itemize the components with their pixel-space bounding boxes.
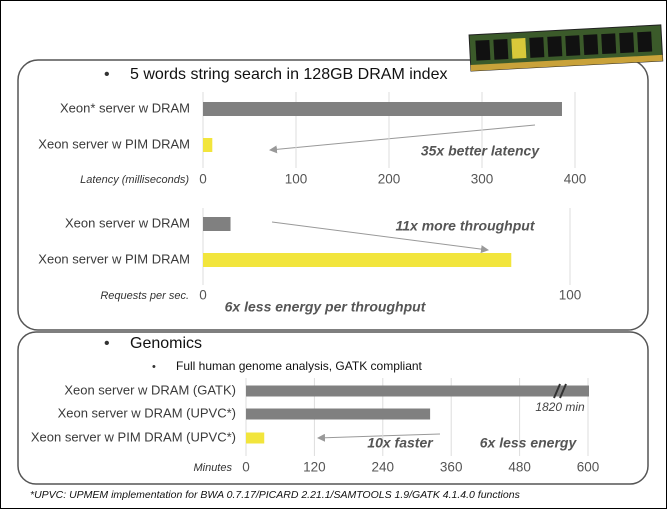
category-label: Xeon server w PIM DRAM — [38, 136, 190, 151]
x-tick-label: 0 — [199, 288, 207, 303]
category-label: Xeon server w PIM DRAM (UPVC*) — [31, 429, 236, 444]
bar — [203, 138, 213, 152]
footnote: *UPVC: UPMEM implementation for BWA 0.7.… — [30, 489, 521, 501]
section-heading: Genomics — [130, 335, 202, 352]
annotation: 6x less energy — [480, 435, 578, 451]
bars — [203, 217, 512, 267]
bar — [246, 432, 265, 444]
value-label: 1820 min — [535, 400, 585, 414]
bar — [203, 253, 512, 267]
x-tick-label: 300 — [471, 172, 494, 187]
x-tick-label: 200 — [378, 172, 401, 187]
bullet: • — [104, 335, 110, 352]
bars — [246, 385, 589, 444]
x-axis-label: Minutes — [193, 462, 232, 474]
x-tick-label: 120 — [303, 460, 326, 475]
x-tick-label: 0 — [199, 172, 207, 187]
category-label: Xeon server w PIM DRAM — [38, 251, 190, 266]
section-subheading: Full human genome analysis, GATK complia… — [176, 359, 423, 373]
x-tick-label: 0 — [242, 460, 250, 475]
arrow — [269, 124, 536, 154]
charts: 0 100 200 300 400 Latency (milliseconds) Xeon*… — [31, 92, 600, 475]
annotation: 6x less energy per throughput — [225, 299, 427, 315]
x-tick-label: 360 — [440, 460, 463, 475]
bar — [203, 102, 562, 116]
dram-module — [468, 24, 664, 72]
chart: 0 100 200 300 400 Latency (milliseconds) Xeon*… — [38, 92, 586, 187]
search-box — [17, 59, 649, 331]
annotation: 35x better latency — [421, 143, 540, 159]
x-tick-label: 240 — [372, 460, 395, 475]
axis-break — [553, 383, 567, 399]
genomics-box — [17, 331, 649, 485]
section-heading: 5 words string search in 128GB DRAM inde… — [130, 66, 447, 83]
x-axis-label: Latency (milliseconds) — [80, 174, 189, 186]
x-tick-label: 600 — [577, 460, 600, 475]
arrow — [317, 433, 441, 442]
chart: 0 100 Requests per sec. Xeon server w DRAM X… — [38, 208, 581, 315]
annotation: 10x faster — [367, 435, 434, 451]
chart: 0 120 240 360 480 600 Minutes Xeon server w DRA… — [31, 378, 600, 475]
bullet: • — [104, 66, 110, 83]
x-tick-label: 100 — [559, 288, 582, 303]
category-label: Xeon* server w DRAM — [60, 100, 190, 115]
bar — [246, 385, 589, 397]
x-tick-label: 400 — [564, 172, 587, 187]
arrow — [271, 221, 489, 254]
bar — [246, 408, 431, 420]
annotation: 11x more throughput — [396, 218, 536, 234]
x-tick-label: 480 — [508, 460, 531, 475]
category-label: Xeon server w DRAM (GATK) — [64, 382, 236, 397]
bars — [203, 102, 562, 152]
category-label: Xeon server w DRAM — [65, 215, 190, 230]
x-axis-label: Requests per sec. — [100, 290, 189, 302]
bar — [203, 217, 231, 231]
category-label: Xeon server w DRAM (UPVC*) — [58, 405, 236, 420]
x-tick-label: 100 — [285, 172, 308, 187]
bullet: • — [152, 361, 156, 373]
